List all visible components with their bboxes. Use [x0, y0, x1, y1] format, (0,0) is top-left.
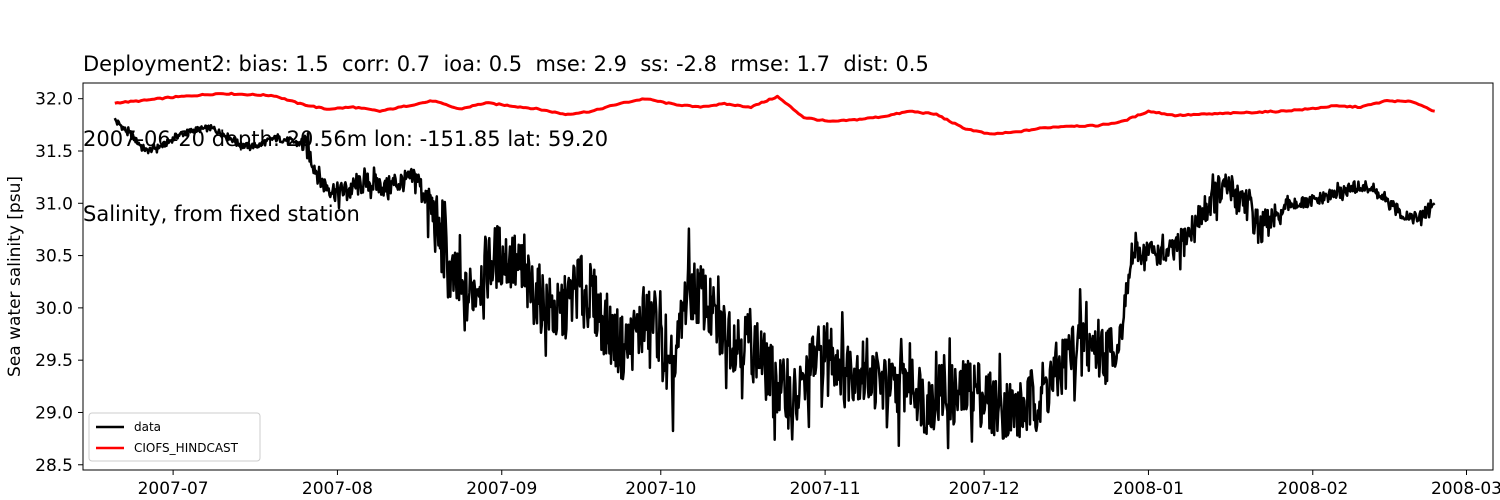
x-tick-label: 2007-09: [466, 479, 537, 499]
x-tick-label: 2007-08: [302, 479, 373, 499]
series-line-data: [113, 117, 1436, 450]
title-line-1: Deployment2: bias: 1.5 corr: 0.7 ioa: 0.…: [83, 52, 929, 76]
y-tick-label: 30.0: [35, 299, 73, 319]
y-tick-label: 29.0: [35, 403, 73, 423]
series-line-ciofs-hindcast: [114, 91, 1435, 136]
x-tick-label: 2007-07: [138, 479, 209, 499]
y-tick-label: 31.5: [35, 142, 73, 162]
x-tick-label: 2007-12: [949, 479, 1020, 499]
x-tick-label: 2008-03: [1431, 479, 1500, 499]
legend-box: [88, 412, 261, 462]
legend-label: CIOFS_HINDCAST: [134, 441, 239, 455]
y-axis: 28.5 29.0 29.5 30.0 30.5 31.0 31.5 32.0: [35, 90, 83, 476]
x-tick-label: 2007-11: [790, 479, 861, 499]
legend-label: data: [134, 420, 161, 434]
y-tick-label: 29.5: [35, 351, 73, 371]
y-tick-label: 28.5: [35, 456, 73, 476]
x-tick-label: 2008-01: [1113, 479, 1184, 499]
x-tick-label: 2008-02: [1277, 479, 1348, 499]
plot-frame: [82, 82, 1494, 471]
y-tick-label: 32.0: [35, 90, 73, 110]
y-tick-label: 30.5: [35, 247, 73, 267]
title-line-3: Salinity, from fixed station: [83, 202, 360, 226]
y-tick-label: 31.0: [35, 194, 73, 214]
x-axis: 2007-07 2007-08 2007-09 2007-10 2007-11 2007-…: [138, 470, 1500, 499]
legend: data CIOFS_HINDCAST: [88, 412, 261, 462]
y-axis-label: Sea water salinity [psu]: [5, 176, 25, 377]
x-tick-label: 2007-10: [625, 479, 696, 499]
series-layer: [113, 91, 1436, 450]
